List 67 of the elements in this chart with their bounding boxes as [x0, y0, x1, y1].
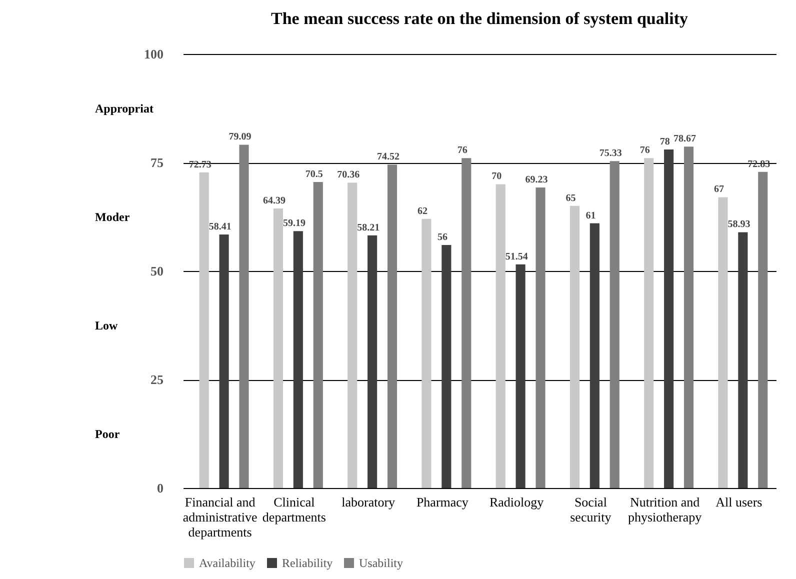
data-label: 58.93 — [728, 219, 750, 230]
x-tick-label: Pharmacy — [416, 494, 469, 510]
legend-label: Reliability — [282, 556, 333, 570]
x-tick-label: Radiology — [489, 494, 544, 510]
data-label: 67 — [714, 184, 724, 196]
bar — [758, 172, 768, 488]
x-tick-label: Nutrition and physiotherapy — [628, 494, 702, 524]
data-label: 75.33 — [599, 148, 622, 160]
data-label: 58.41 — [208, 222, 232, 232]
bar — [462, 158, 472, 488]
bar — [664, 149, 674, 488]
bar — [422, 218, 432, 488]
legend-label: Usability — [359, 556, 403, 570]
data-label: 51.54 — [505, 251, 528, 262]
bar — [273, 208, 284, 488]
bar — [348, 182, 358, 488]
data-label: 78.67 — [674, 134, 696, 145]
text: Low — [95, 318, 118, 332]
data-label: 65 — [566, 192, 576, 204]
bar — [199, 172, 209, 488]
bar — [610, 161, 620, 488]
bar — [738, 232, 748, 488]
bar — [684, 146, 694, 488]
data-label: 61 — [586, 210, 596, 222]
bar — [536, 188, 546, 488]
bar — [313, 182, 323, 488]
data-label: 56 — [437, 232, 448, 243]
bar — [368, 235, 378, 488]
legend-label: Availability — [199, 556, 256, 570]
bar — [516, 264, 526, 488]
data-label: 74.52 — [377, 152, 400, 163]
x-tick-label: laboratory — [342, 494, 396, 510]
x-tick-label: Financial and administrative departments — [182, 494, 258, 540]
data-label: 76 — [457, 145, 468, 156]
data-label: 59.19 — [282, 218, 306, 230]
data-label: 79.09 — [228, 132, 252, 143]
data-label: 70 — [492, 171, 502, 182]
y-tick-label: 25 — [150, 372, 164, 387]
y-tick-label: 50 — [150, 264, 164, 278]
bar — [239, 144, 249, 488]
x-tick-label: Social security — [570, 494, 612, 524]
chart-title: The mean success rate on the dimension of system quality — [271, 9, 688, 28]
data-label: 76 — [640, 145, 650, 156]
y-tick-label: 0 — [157, 480, 164, 496]
bar — [219, 234, 229, 488]
x-tick-label: Clinical departments — [262, 494, 326, 524]
text: Moder — [95, 210, 130, 224]
data-label: 70.36 — [337, 170, 360, 181]
bar — [442, 244, 452, 488]
bar — [570, 206, 580, 488]
bar — [644, 158, 654, 488]
data-label: 64.39 — [262, 196, 286, 207]
data-label: 70.5 — [305, 169, 323, 180]
data-label: 69.23 — [525, 174, 548, 186]
data-label: 58.21 — [357, 222, 380, 234]
x-tick-label: All users — [716, 494, 762, 510]
text: Appropriat — [95, 101, 154, 116]
text: Poor — [95, 426, 120, 441]
bar — [387, 164, 398, 488]
bar — [590, 223, 600, 488]
y-tick-label: 100 — [144, 46, 164, 62]
y-tick-label: 75 — [150, 155, 164, 170]
data-label: 62 — [417, 206, 428, 217]
bar — [718, 197, 728, 488]
data-label: 78 — [660, 136, 670, 148]
bar — [496, 184, 506, 488]
bar — [293, 231, 303, 488]
